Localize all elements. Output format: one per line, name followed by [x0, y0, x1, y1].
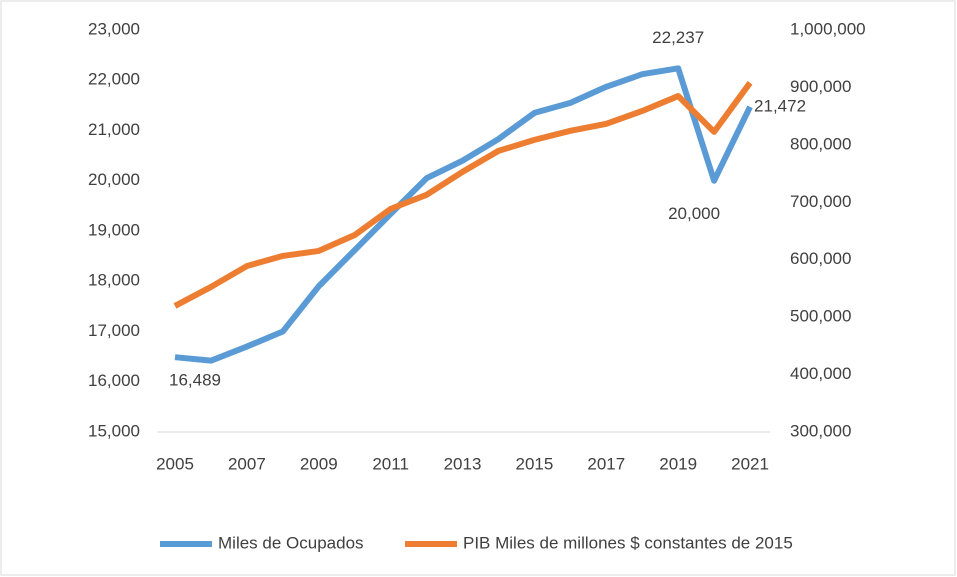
- y2-tick-label: 900,000: [790, 77, 851, 96]
- x-tick-label: 2007: [228, 454, 266, 473]
- x-tick-label: 2021: [731, 454, 769, 473]
- data-label: 16,489: [169, 371, 221, 390]
- x-tick-label: 2011: [372, 454, 409, 473]
- y2-tick-label: 1,000,000: [790, 19, 866, 38]
- data-label: 21,472: [754, 96, 806, 115]
- y-tick-label: 15,000: [88, 421, 140, 440]
- data-label: 20,000: [668, 204, 720, 223]
- x-tick-label: 2017: [587, 454, 625, 473]
- y2-tick-label: 500,000: [790, 307, 851, 326]
- y2-tick-label: 400,000: [790, 364, 851, 383]
- x-tick-label: 2015: [515, 454, 553, 473]
- y-tick-label: 23,000: [88, 19, 140, 38]
- series-line: [173, 81, 753, 309]
- x-tick-label: 2005: [156, 454, 194, 473]
- y-tick-label: 22,000: [88, 70, 140, 89]
- y2-tick-label: 300,000: [790, 421, 851, 440]
- y2-tick-label: 600,000: [790, 249, 851, 268]
- y2-tick-label: 700,000: [790, 192, 851, 211]
- legend-label: PIB Miles de millones $ constantes de 20…: [463, 533, 793, 552]
- y-tick-label: 18,000: [88, 271, 140, 290]
- y-tick-label: 16,000: [88, 371, 140, 390]
- y-tick-label: 21,000: [88, 120, 140, 139]
- x-tick-label: 2013: [444, 454, 482, 473]
- y2-tick-label: 800,000: [790, 134, 851, 153]
- series-line: [174, 65, 753, 364]
- x-tick-label: 2009: [300, 454, 338, 473]
- y-tick-label: 19,000: [88, 220, 140, 239]
- y-tick-label: 20,000: [88, 170, 140, 189]
- y-tick-label: 17,000: [88, 321, 140, 340]
- data-label: 22,237: [652, 28, 704, 47]
- x-tick-label: 2019: [659, 454, 697, 473]
- legend-label: Miles de Ocupados: [218, 533, 364, 552]
